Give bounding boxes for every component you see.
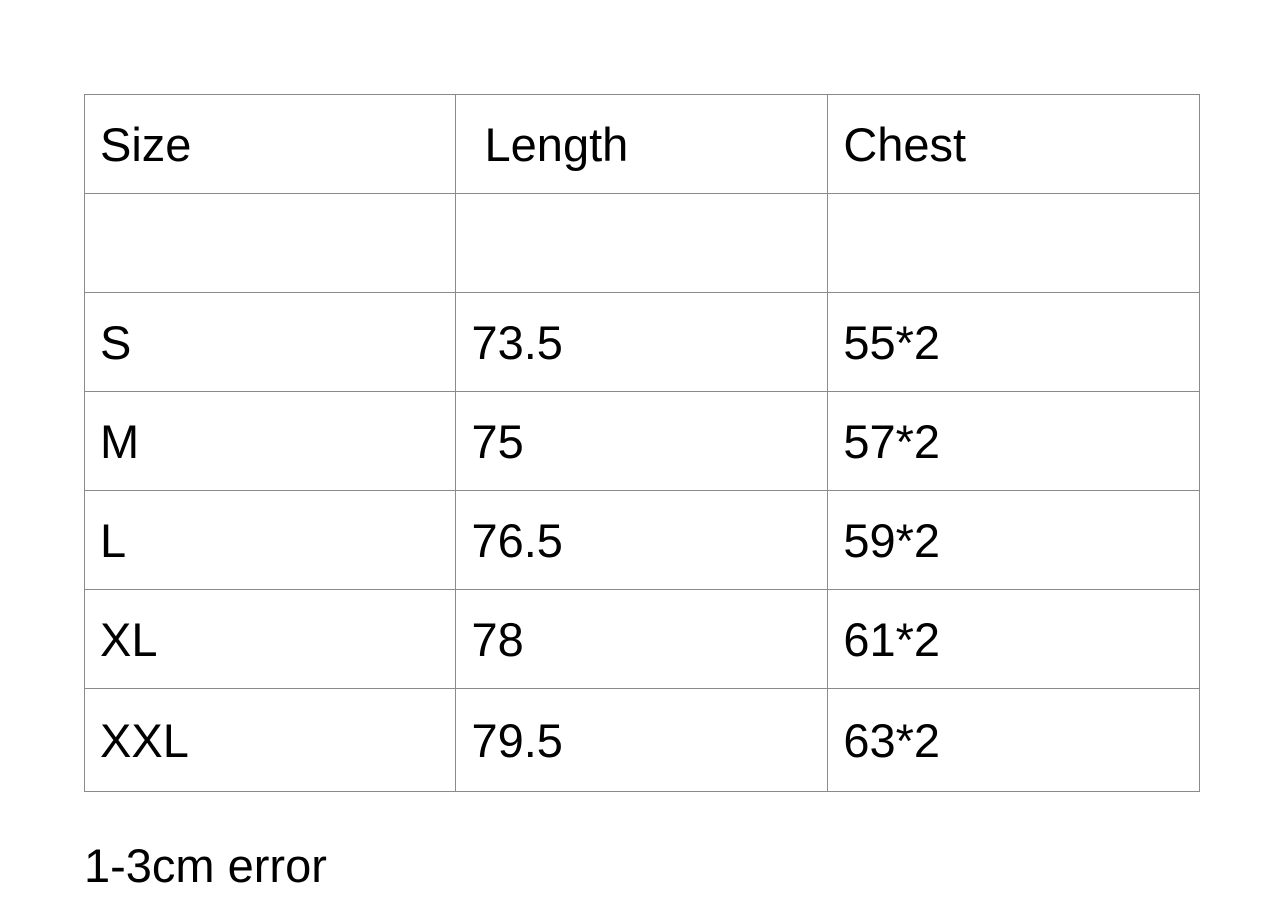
length-cell: 75 bbox=[455, 391, 829, 491]
size-cell bbox=[83, 193, 457, 293]
table-row: S 73.5 55*2 bbox=[83, 292, 1200, 392]
chest-cell: 55*2 bbox=[827, 292, 1200, 392]
size-cell: XXL bbox=[83, 688, 457, 792]
header-size: Size bbox=[83, 94, 457, 194]
table-row: XL 78 61*2 bbox=[83, 589, 1200, 689]
table-row: L 76.5 59*2 bbox=[83, 490, 1200, 590]
table-row: XXL 79.5 63*2 bbox=[83, 688, 1200, 792]
chest-cell: 61*2 bbox=[827, 589, 1200, 689]
size-cell: M bbox=[83, 391, 457, 491]
error-note: 1-3cm error bbox=[84, 839, 327, 892]
length-cell: 76.5 bbox=[455, 490, 829, 590]
length-cell: 79.5 bbox=[455, 688, 829, 792]
chest-cell: 59*2 bbox=[827, 490, 1200, 590]
header-length: Length bbox=[455, 94, 829, 194]
chest-cell: 63*2 bbox=[827, 688, 1200, 792]
size-chart-table: Size Length Chest S 73.5 55*2 M 75 57*2 L 76.5 5… bbox=[83, 94, 1200, 792]
header-chest: Chest bbox=[827, 94, 1200, 194]
table-row bbox=[83, 193, 1200, 293]
chest-cell: 57*2 bbox=[827, 391, 1200, 491]
size-cell: L bbox=[83, 490, 457, 590]
length-cell bbox=[455, 193, 829, 293]
chest-cell bbox=[827, 193, 1200, 293]
length-cell: 78 bbox=[455, 589, 829, 689]
size-cell: S bbox=[83, 292, 457, 392]
table-header-row: Size Length Chest bbox=[83, 94, 1200, 194]
length-cell: 73.5 bbox=[455, 292, 829, 392]
size-cell: XL bbox=[83, 589, 457, 689]
table-row: M 75 57*2 bbox=[83, 391, 1200, 491]
